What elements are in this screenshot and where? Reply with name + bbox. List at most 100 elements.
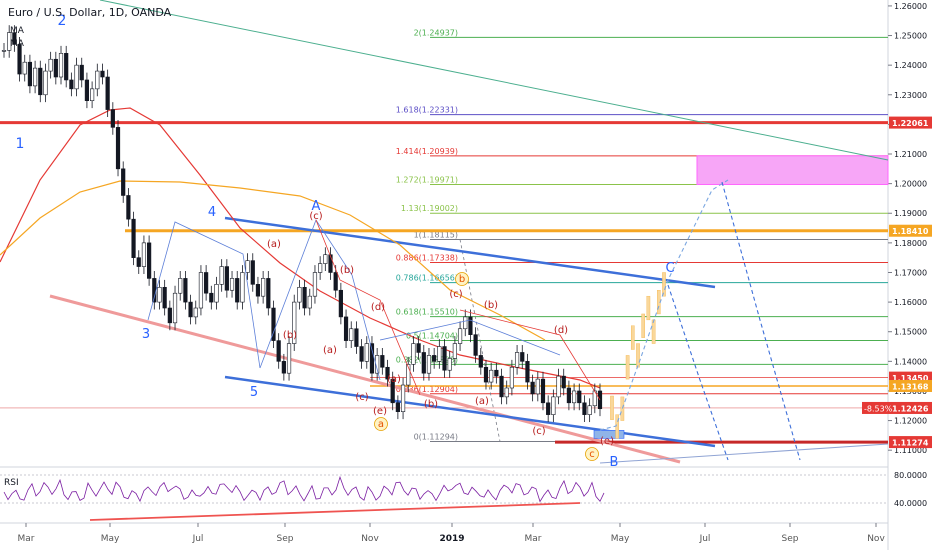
- wave-label: (b): [424, 399, 438, 410]
- wave-label: (c): [532, 426, 545, 437]
- candle-body: [84, 79, 90, 102]
- candle-body: [276, 340, 281, 362]
- wave-label: b: [459, 274, 465, 285]
- wave-label: (b): [340, 265, 354, 276]
- change-tag-label: -8.53%: [864, 404, 893, 413]
- price-tag-label: 1.13168: [892, 382, 929, 391]
- candle-body: [115, 127, 121, 170]
- candle-body: [307, 295, 312, 309]
- fib-level-label: 1(1.18115): [414, 230, 458, 239]
- fib-level-label: 0.236(1.12904): [396, 385, 458, 394]
- x-tick-label: Nov: [867, 534, 885, 544]
- wave-label: (a): [267, 239, 281, 250]
- fib-level-label: 0.886(1.17338): [396, 253, 458, 262]
- candlesticks: [1, 25, 603, 423]
- candle-body: [540, 378, 546, 404]
- projection-bar: [625, 355, 630, 380]
- candle-body: [286, 343, 292, 374]
- projection-bars: [610, 272, 666, 439]
- wave-label: (b): [484, 300, 498, 311]
- target-zone-box: [696, 155, 889, 185]
- candle-body: [421, 352, 426, 374]
- projection-bar: [610, 395, 614, 420]
- x-tick-label: Mar: [525, 534, 542, 544]
- candle-body: [209, 292, 214, 303]
- price-tag-label: 1.18410: [892, 227, 929, 236]
- candle-body: [198, 272, 204, 309]
- projection-bar: [662, 272, 666, 297]
- price-tag-label: 1.13450: [892, 374, 929, 383]
- candle-body: [333, 272, 338, 291]
- candle-body: [297, 286, 302, 303]
- y-tick-label: 1.17000: [894, 268, 927, 277]
- candle-body: [100, 70, 105, 78]
- lower-channel-line-red: [49, 294, 681, 464]
- rising-support-line: [599, 443, 889, 464]
- triangle-structure-left: [147, 221, 261, 369]
- fib-level-label: 1.618(1.22331): [396, 106, 458, 115]
- candle-body: [385, 366, 390, 380]
- candle-body: [255, 284, 261, 297]
- y-tick-label: 1.20000: [894, 180, 927, 189]
- x-tick-label: Jul: [192, 534, 204, 544]
- candle-body: [328, 254, 333, 273]
- candle-body: [271, 307, 276, 341]
- rsi-tick-label: 80.0000: [894, 471, 927, 480]
- candle-body: [136, 257, 141, 267]
- candle-body: [509, 366, 514, 389]
- candle-body: [292, 301, 297, 344]
- candle-body: [437, 346, 442, 362]
- price-tag-label: 1.22061: [892, 119, 929, 128]
- wave-label: 2: [58, 13, 67, 29]
- candle-body: [188, 301, 193, 318]
- fib-level-label: 0.786(1.16656): [396, 274, 458, 283]
- candle-body: [79, 64, 84, 81]
- candle-body: [22, 61, 27, 75]
- candle-body: [131, 218, 136, 258]
- fib-level-label: 0.5(1.14704): [406, 331, 458, 340]
- candle-body: [141, 242, 147, 267]
- price-tag-box: [889, 379, 932, 392]
- y-tick-label: 1.23000: [894, 91, 927, 100]
- candle-body: [224, 266, 229, 291]
- y-tick-label: 1.11000: [894, 446, 927, 455]
- rsi-tick-label: 40.0000: [894, 499, 927, 508]
- candle-body: [240, 272, 245, 303]
- candle-body: [110, 109, 115, 128]
- candle-body: [245, 260, 250, 273]
- candle-body: [157, 286, 162, 303]
- y-tick-label: 1.21000: [894, 150, 927, 159]
- candle-body: [250, 260, 255, 285]
- candle-body: [566, 387, 572, 404]
- candle-body: [193, 307, 198, 318]
- candle-body: [58, 53, 64, 78]
- candle-body: [354, 328, 359, 347]
- candle-body: [219, 266, 224, 285]
- candle-body: [473, 334, 478, 356]
- candle-body: [406, 363, 411, 386]
- candle-body: [400, 384, 406, 412]
- wave-label: (e): [373, 406, 387, 417]
- price-tag-box: [889, 224, 932, 237]
- candle-body: [452, 343, 457, 359]
- wave-label: 1: [16, 136, 25, 152]
- fib-guide: [459, 239, 501, 442]
- x-tick-label: May: [611, 534, 630, 544]
- candle-body: [90, 88, 95, 102]
- candle-body: [105, 76, 110, 110]
- projection-bar: [641, 313, 645, 338]
- wave-label: c: [589, 449, 595, 460]
- fib-level-label: 0(1.11294): [414, 432, 458, 441]
- candle-body: [395, 402, 400, 412]
- projection-path-up: [599, 179, 729, 431]
- candle-body: [126, 195, 131, 220]
- wave-label: (c): [449, 289, 462, 300]
- price-tag-label: 1.12426: [892, 404, 929, 413]
- x-tick-label: 2019: [439, 534, 464, 544]
- candle-body: [167, 307, 172, 324]
- projection-path-down-2: [721, 181, 801, 461]
- wave-label: C: [665, 261, 674, 276]
- x-tick-label: May: [101, 534, 120, 544]
